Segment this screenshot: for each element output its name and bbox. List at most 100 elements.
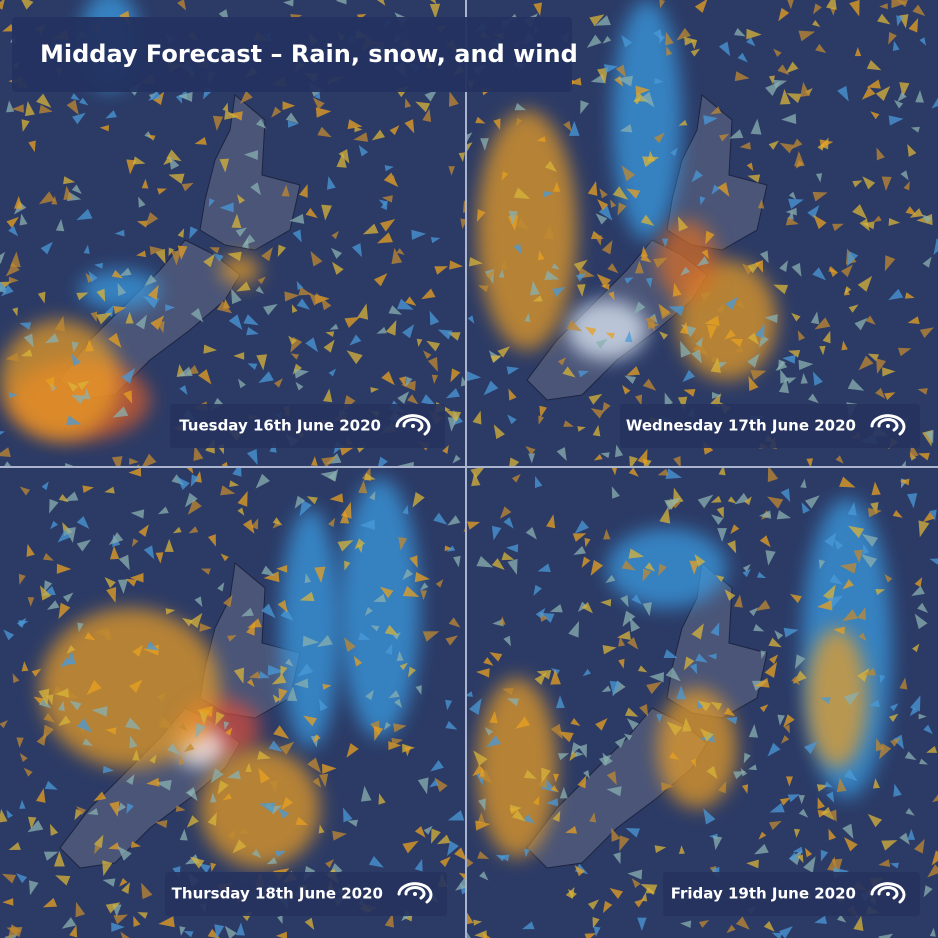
wind-arrow: [238, 378, 246, 389]
wind-arrow: [212, 115, 224, 131]
wind-arrow: [121, 367, 136, 384]
wind-arrow: [600, 283, 610, 290]
wind-arrow: [821, 806, 835, 821]
wind-arrow: [541, 767, 551, 783]
wind-arrow: [684, 36, 698, 46]
wind-arrow: [283, 0, 294, 7]
wind-arrow: [888, 713, 899, 722]
wind-arrow: [733, 27, 746, 37]
wind-arrow: [573, 259, 588, 272]
wind-arrow: [500, 259, 508, 270]
wind-arrow: [55, 688, 70, 698]
wind-arrow: [227, 251, 242, 262]
wind-arrow: [565, 826, 578, 834]
wind-arrow: [131, 538, 139, 547]
wind-arrow: [58, 700, 65, 712]
wind-arrow: [778, 7, 790, 22]
wind-arrow: [388, 305, 403, 315]
wind-arrow: [617, 202, 627, 216]
wind-arrow: [277, 244, 287, 257]
wind-arrow: [779, 88, 791, 105]
wind-arrow: [373, 593, 387, 603]
wind-arrow: [447, 417, 458, 432]
wind-arrow: [8, 392, 18, 399]
wind-arrow: [210, 862, 217, 872]
wind-arrow: [701, 249, 709, 260]
wind-arrow: [508, 210, 518, 225]
wind-arrow: [442, 444, 449, 454]
wind-arrow: [75, 901, 86, 918]
wind-arrow: [621, 165, 636, 182]
wind-arrow: [839, 476, 856, 488]
wind-arrow: [39, 697, 52, 709]
wind-arrow: [677, 396, 688, 411]
wind-arrow: [117, 282, 127, 296]
wind-arrow: [111, 269, 124, 279]
wind-arrow: [59, 657, 72, 668]
wind-arrow: [717, 182, 730, 197]
wind-arrow: [357, 303, 369, 320]
wind-arrow: [690, 48, 701, 57]
wind-arrow: [19, 799, 26, 809]
wind-arrow: [422, 350, 432, 360]
wind-arrow: [67, 381, 79, 392]
wind-arrow: [712, 835, 723, 851]
wind-arrow: [682, 717, 692, 732]
logo: [870, 414, 906, 436]
wind-arrow: [624, 375, 637, 385]
wind-arrow: [99, 125, 110, 132]
wind-arrow: [258, 371, 274, 384]
wind-arrow: [623, 733, 633, 741]
wind-arrow: [448, 166, 456, 176]
wind-arrow: [588, 393, 603, 405]
wind-arrow: [653, 132, 665, 144]
wind-arrow: [27, 820, 44, 833]
wind-arrow: [905, 807, 915, 816]
wind-arrow: [377, 456, 388, 466]
wind-arrow: [847, 501, 857, 516]
wind-arrow: [102, 765, 114, 774]
wind-arrow: [670, 147, 678, 157]
wind-arrow: [698, 920, 710, 928]
wind-arrow: [424, 89, 438, 102]
wind-arrow: [639, 704, 649, 717]
wind-arrow: [199, 623, 213, 632]
wind-arrow: [263, 303, 278, 316]
wind-arrow: [746, 859, 759, 869]
wind-arrow: [618, 658, 625, 669]
wind-arrow: [824, 532, 837, 547]
wind-arrow: [43, 580, 53, 593]
wind-arrow: [289, 213, 305, 224]
wind-arrow: [320, 297, 332, 311]
wind-arrow: [797, 854, 804, 864]
wind-arrow: [2, 24, 14, 32]
wind-arrow: [691, 623, 704, 640]
wind-arrow: [544, 270, 560, 280]
wind-arrow: [727, 496, 737, 504]
wind-arrow: [875, 387, 886, 399]
wind-arrow: [699, 196, 706, 206]
wind-arrow: [70, 93, 80, 101]
wind-arrow: [800, 81, 811, 97]
wind-arrow: [872, 215, 882, 223]
wind-arrow: [865, 315, 876, 325]
panel: [467, 468, 938, 938]
wind-arrow: [93, 791, 107, 802]
wind-arrow: [261, 603, 276, 619]
wind-arrow: [727, 540, 737, 554]
wind-arrow: [637, 917, 647, 931]
wind-arrow: [672, 746, 681, 752]
wind-arrow: [43, 712, 56, 723]
wind-arrow: [231, 288, 242, 305]
date-label: Thursday 18th June 2020: [172, 885, 383, 903]
wind-arrow: [919, 327, 934, 338]
wind-arrow: [746, 28, 762, 40]
wind-arrow: [428, 0, 437, 5]
wind-arrow: [76, 516, 90, 530]
wind-arrow: [391, 737, 404, 746]
wind-arrow: [773, 284, 789, 295]
wind-arrow: [210, 768, 224, 784]
wind-arrow: [897, 460, 906, 466]
wind-arrow: [620, 595, 629, 608]
wind-arrow: [251, 849, 262, 859]
